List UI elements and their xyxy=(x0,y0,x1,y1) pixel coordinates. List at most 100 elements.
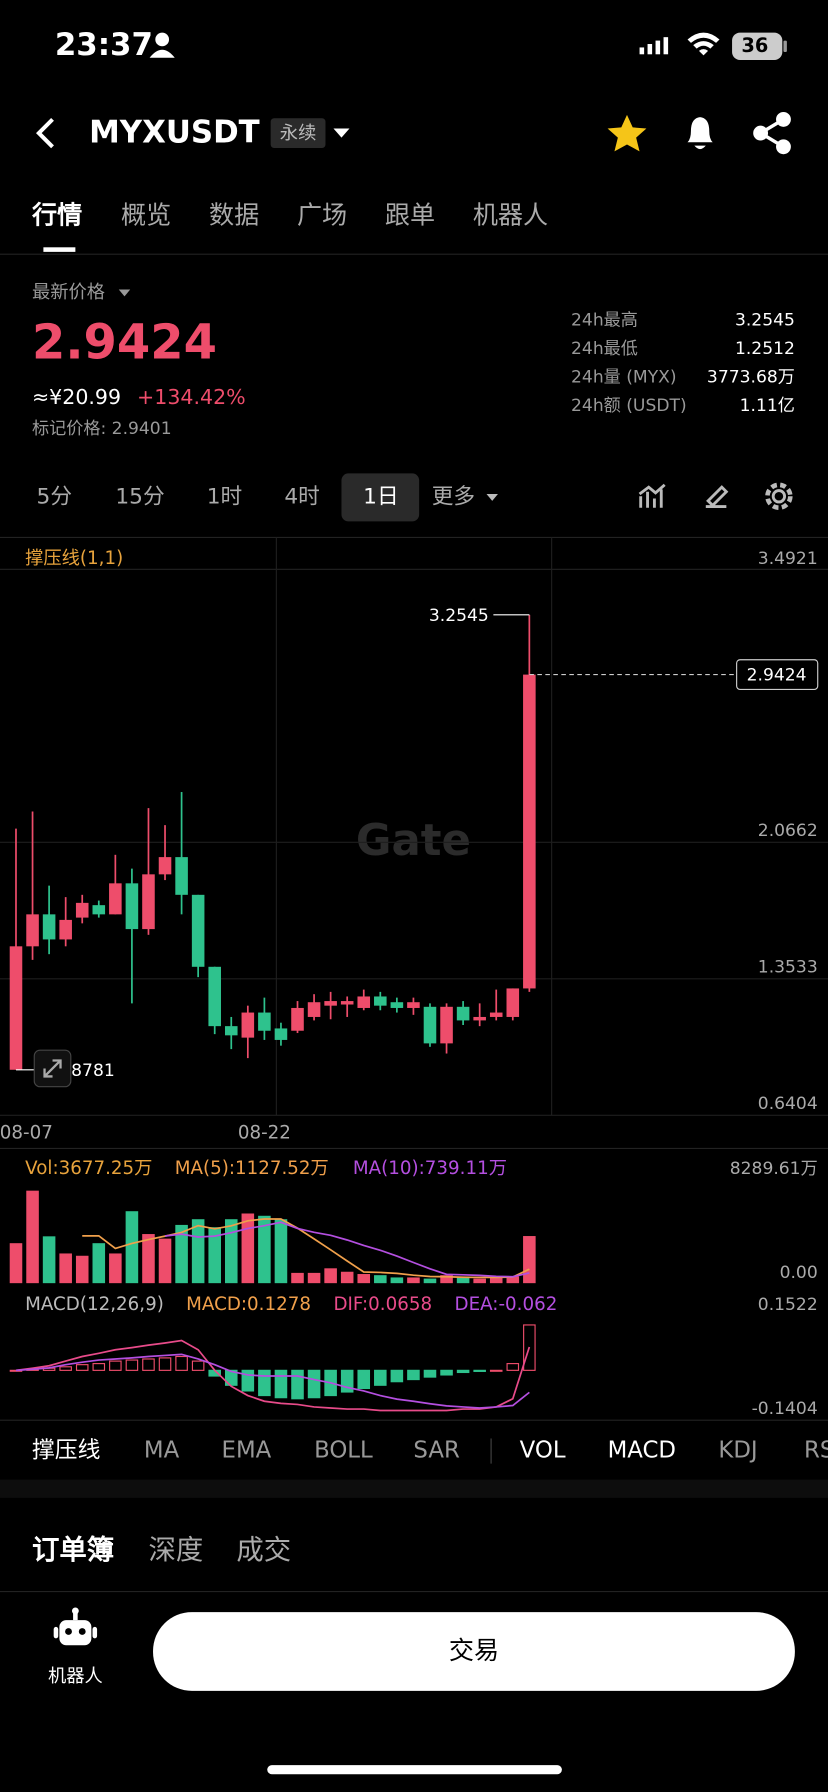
macd-bar xyxy=(374,1369,387,1386)
tab[interactable]: 行情 xyxy=(31,200,82,229)
volume-bar xyxy=(26,1190,39,1284)
symbol[interactable]: MYXUSDT xyxy=(89,115,260,151)
volume-bar xyxy=(307,1272,321,1284)
trade-label[interactable]: 交易 xyxy=(449,1636,499,1665)
indicator-tab[interactable]: RSI xyxy=(804,1438,828,1464)
candle-body xyxy=(158,857,172,875)
volume-bar xyxy=(456,1277,470,1284)
candle-body xyxy=(473,1016,486,1021)
trade-button[interactable] xyxy=(153,1612,795,1691)
indicator-tab[interactable]: VOL xyxy=(520,1438,566,1464)
stat-label: 24h最低 xyxy=(571,339,638,359)
expand-icon xyxy=(43,1059,62,1078)
macd-bar xyxy=(423,1369,437,1378)
interval[interactable]: 4时 xyxy=(284,484,319,509)
last-price-tag-label: 2.9424 xyxy=(747,666,807,686)
volume-label: MA(10):739.11万 xyxy=(353,1158,507,1179)
chart-tools[interactable] xyxy=(638,482,793,510)
tab[interactable]: 数据 xyxy=(209,200,259,229)
back-button[interactable] xyxy=(36,117,54,149)
indicator-tab[interactable]: EMA xyxy=(222,1438,272,1464)
indicator-tab[interactable]: KDJ xyxy=(718,1438,757,1464)
candle-body xyxy=(390,1002,404,1008)
cny-price: ≈¥20.99 xyxy=(32,385,121,409)
interval[interactable]: 1日 xyxy=(363,484,399,509)
stat-label: 24h量 (MYX) xyxy=(571,368,677,388)
x-tick-label: 08-22 xyxy=(238,1123,291,1144)
volume-tick-label: 0.00 xyxy=(780,1263,818,1283)
candle-body xyxy=(175,857,188,895)
candle-body xyxy=(374,996,387,1006)
battery-level: 36 xyxy=(741,34,768,57)
spacer xyxy=(0,1479,828,1498)
badge: 永续 xyxy=(280,123,317,144)
more-dropdown[interactable] xyxy=(486,493,498,501)
tab[interactable]: 广场 xyxy=(297,200,347,229)
macd-bar xyxy=(125,1359,139,1371)
tab[interactable]: 概览 xyxy=(121,200,171,229)
candle-body xyxy=(224,1026,238,1036)
candle-body xyxy=(59,919,72,940)
tab[interactable]: 机器人 xyxy=(473,200,548,229)
alert[interactable] xyxy=(687,117,713,150)
volume-bar xyxy=(158,1238,172,1284)
indicator-tab[interactable]: SAR xyxy=(413,1438,460,1464)
volume-bar xyxy=(42,1236,56,1284)
robot-label[interactable]: 机器人 xyxy=(48,1666,103,1687)
price-dropdown[interactable] xyxy=(118,289,131,297)
symbol-dropdown[interactable] xyxy=(333,128,350,138)
robot-icon[interactable] xyxy=(53,1607,98,1646)
candle-body xyxy=(109,883,122,915)
candle-body xyxy=(407,1002,420,1008)
book-tab[interactable]: 深度 xyxy=(148,1535,203,1566)
interval[interactable]: 更多 xyxy=(432,484,475,509)
indicator-tab[interactable]: BOLL xyxy=(314,1438,373,1464)
macd-tick-label: -0.1404 xyxy=(752,1399,818,1419)
book-tab[interactable]: 订单簿 xyxy=(32,1535,114,1566)
volume-bar xyxy=(489,1277,503,1284)
macd-bar xyxy=(109,1360,122,1371)
interval[interactable]: 1时 xyxy=(207,484,243,509)
y-tick-label: 0.6404 xyxy=(758,1094,818,1114)
favorite[interactable] xyxy=(607,114,647,152)
macd-bar xyxy=(75,1364,89,1371)
macd-bar xyxy=(142,1358,155,1371)
volume-bar xyxy=(390,1277,404,1284)
share[interactable] xyxy=(753,111,791,155)
y-tick-label: 1.3533 xyxy=(758,957,818,977)
volume-ma-line xyxy=(164,1221,530,1278)
macd-bar xyxy=(258,1369,271,1397)
volume-bar xyxy=(109,1253,122,1284)
candle-body xyxy=(142,874,155,930)
robot-eye xyxy=(78,1628,86,1635)
interval[interactable]: 5分 xyxy=(37,484,72,509)
book-tab[interactable]: 成交 xyxy=(236,1535,291,1566)
macd-label: MACD:0.1278 xyxy=(186,1294,311,1315)
robot-eye xyxy=(65,1628,72,1635)
macd-bar xyxy=(523,1324,536,1371)
indicator-tab[interactable]: MA xyxy=(144,1438,180,1464)
macd-bar xyxy=(158,1357,172,1371)
volume-tick-label: 8289.61万 xyxy=(730,1159,818,1179)
volume-bar xyxy=(357,1274,371,1284)
price-label[interactable]: 最新价格 xyxy=(32,282,105,303)
volume-bar xyxy=(258,1215,271,1284)
volume-bar xyxy=(59,1253,72,1284)
candle-body xyxy=(357,996,371,1008)
volume-bar xyxy=(473,1278,486,1284)
indicator-tab[interactable]: MACD xyxy=(608,1438,676,1464)
candle-body xyxy=(307,1002,321,1017)
macd-bar xyxy=(274,1369,288,1399)
candle-body xyxy=(125,883,139,930)
interval[interactable]: 15分 xyxy=(115,484,164,509)
tab[interactable]: 跟单 xyxy=(385,200,435,229)
macd-bar xyxy=(92,1363,106,1371)
candle-body xyxy=(423,1006,437,1044)
macd-bar xyxy=(307,1369,321,1399)
macd-tick-label: 0.1522 xyxy=(758,1295,818,1315)
volume-bar xyxy=(75,1255,89,1284)
candle-body xyxy=(26,914,39,947)
indicator-tab[interactable]: 撑压线 xyxy=(32,1438,100,1464)
